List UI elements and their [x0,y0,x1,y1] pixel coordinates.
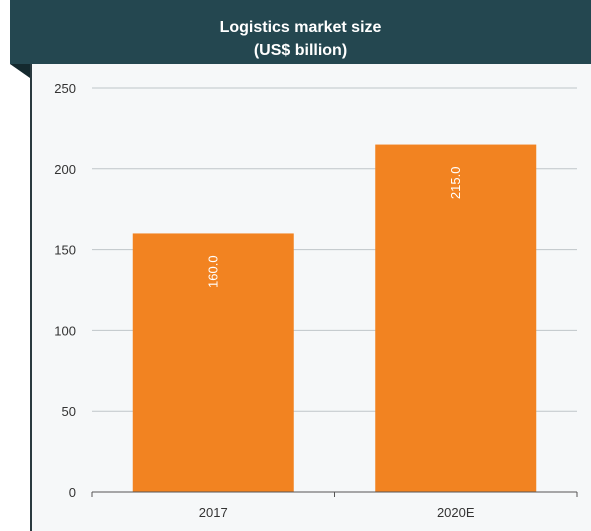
value-label: 160.0 [206,255,221,288]
x-tick-label: 2017 [199,505,228,520]
bars [132,144,537,492]
chart-header: Logistics market size (US$ billion) [10,0,591,64]
y-tick-label: 0 [69,485,76,500]
value-labels: 160.0 215.0 [206,167,464,288]
bar-2020e [375,144,537,492]
y-tick-label: 250 [54,81,76,96]
y-tick-label: 200 [54,162,76,177]
y-tick-label: 150 [54,243,76,258]
chart-subtitle: (US$ billion) [253,42,348,59]
bar-2017 [132,233,294,492]
frame-left-border [30,64,32,531]
y-axis-ticks: 0 50 100 150 200 250 [54,81,76,500]
x-axis [91,491,578,497]
x-axis-labels: 2017 2020E [199,505,475,520]
chart-title: Logistics market size [219,19,382,36]
banner-fold [10,64,30,78]
value-label: 215.0 [448,167,463,200]
y-tick-label: 100 [54,323,76,338]
y-tick-label: 50 [62,404,76,419]
x-tick-label: 2020E [437,505,475,520]
